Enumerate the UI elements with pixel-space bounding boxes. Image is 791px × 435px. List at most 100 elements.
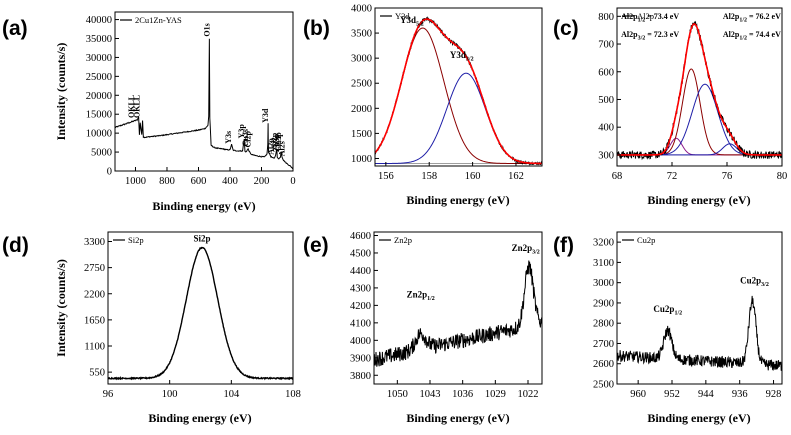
x-tick-label: 928	[766, 389, 782, 400]
x-tick-label: 1000	[125, 176, 146, 187]
y-tick-label: 300	[598, 150, 614, 161]
plot-frame	[374, 7, 543, 167]
plot-frame	[616, 7, 783, 167]
legend: Zn2p	[379, 235, 412, 245]
peak-annotation: OKLL	[127, 95, 136, 118]
peak-annotation: Si2p	[270, 132, 279, 148]
panel-label: (b)	[303, 17, 330, 40]
y-axis-label: Intensity (counts/s)	[54, 43, 68, 141]
y-tick-label: 500	[598, 95, 614, 106]
y-tick-label: 4100	[350, 318, 371, 329]
peak-annotation: Cu2p3/2	[740, 276, 769, 289]
y-tick-label: 4600	[350, 231, 371, 242]
plot-area	[617, 20, 782, 161]
x-tick-label: 936	[732, 389, 748, 400]
x-tick-label: 108	[285, 389, 301, 400]
y-tick-label: 4000	[350, 336, 371, 347]
legend-label: Si2p	[128, 235, 144, 245]
x-tick-label: 960	[630, 389, 646, 400]
y-tick-label: 4000	[351, 4, 372, 15]
y-tick-label: 2750	[84, 263, 105, 274]
y-tick-label: 0	[107, 167, 112, 178]
legend: Y3d	[380, 11, 410, 21]
panel-label: (f)	[553, 234, 574, 257]
y-tick-label: 3000	[593, 278, 614, 289]
x-axis-label: Binding energy (eV)	[647, 411, 750, 425]
panel-f: (f) 960 952 944 936 928 2500 2600 2700 2800 2900 30…	[553, 231, 783, 425]
peak-annotation: Si2p	[194, 234, 211, 244]
measured-spectrum-line	[617, 295, 782, 371]
legend: Si2p	[113, 235, 144, 245]
peak-annotation: Y3d	[261, 108, 270, 123]
legend-label: Al2p	[637, 11, 654, 21]
x-tick-label: 952	[664, 389, 680, 400]
panel-d: (d) 96 100 104 108 550 1100 1650 2200 2750 3300 Bin…	[2, 231, 301, 425]
x-tick-label: 1036	[452, 389, 473, 400]
y-tick-label: 3800	[350, 371, 371, 382]
legend: Al2p	[622, 11, 654, 21]
y-tick-label: 2600	[593, 359, 614, 370]
y-tick-label: 15000	[86, 110, 112, 121]
plot-frame	[107, 231, 294, 385]
x-tick-label: 944	[698, 389, 715, 400]
peak-annotation: OKLL	[132, 95, 141, 118]
legend-label: 2Cu1Zn-YAS	[135, 15, 182, 25]
peak-annotation: O1s	[202, 23, 211, 36]
plot-area	[108, 246, 293, 381]
plot-area	[374, 260, 542, 367]
x-tick-label: 68	[612, 171, 623, 182]
y-tick-label: 2200	[84, 289, 105, 300]
y-tick-label: 2500	[593, 380, 614, 391]
peak-annotation: Cu3s	[241, 129, 250, 146]
x-tick-label: 76	[722, 171, 733, 182]
x-axis-label: Binding energy (eV)	[406, 193, 509, 207]
y-tick-label: 4200	[350, 301, 371, 312]
envelope-fit-line	[617, 23, 782, 156]
y-tick-label: 10000	[86, 129, 112, 140]
peak-annotation: Zn2p3/2	[512, 243, 540, 256]
legend-label: Zn2p	[394, 235, 412, 245]
plot-frame	[616, 231, 783, 385]
x-tick-label: 96	[103, 389, 114, 400]
y-tick-label: 3500	[351, 29, 372, 40]
y-tick-label: 3300	[84, 237, 105, 248]
measured-spectrum-line	[374, 260, 542, 367]
peak-annotation: Y3d5/2	[400, 15, 424, 28]
y-tick-label: 800	[598, 12, 614, 23]
legend: Cu2p	[622, 235, 655, 245]
panel-label: (c)	[553, 17, 579, 40]
peak-annotation: Zn2p1/2	[407, 290, 435, 303]
y-tick-label: 2500	[351, 79, 372, 90]
x-axis-label: Binding energy (eV)	[647, 193, 750, 207]
y-tick-label: 20000	[86, 91, 112, 102]
peak-annotation: Al2p1/2 = 74.4 eV	[723, 30, 781, 42]
y-tick-label: 25000	[86, 72, 112, 83]
peak-annotation: Cl2p	[243, 131, 252, 148]
y-tick-label: 1500	[351, 129, 372, 140]
plot-frame	[373, 231, 543, 385]
peak-annotation: Y3d3/2	[450, 50, 474, 63]
x-tick-label: 800	[159, 176, 175, 187]
legend-label: Y3d	[395, 11, 410, 21]
y-tick-label: 30000	[86, 53, 112, 64]
y-tick-label: 1100	[84, 342, 105, 353]
y-tick-label: 550	[89, 368, 105, 379]
x-tick-label: 0	[290, 176, 295, 187]
x-tick-label: 160	[465, 171, 481, 182]
panel-b: (b) 156 158 160 162 1000 1500 2000 2500 3000 3500 4…	[303, 4, 543, 207]
y-tick-label: 3200	[593, 238, 614, 249]
panel-c: (c) 68 72 76 80 300 400 500 600 700 800 Binding ene…	[553, 7, 788, 207]
x-tick-label: 1050	[387, 389, 408, 400]
y-tick-label: 2000	[351, 104, 372, 115]
peak-annotation: Cu2p1/2	[653, 304, 682, 317]
y-tick-label: 2800	[593, 319, 614, 330]
x-tick-label: 600	[191, 176, 207, 187]
x-tick-label: 72	[667, 171, 678, 182]
x-tick-label: 80	[777, 171, 788, 182]
x-axis-label: Binding energy (eV)	[148, 411, 251, 425]
y-tick-label: 700	[598, 40, 614, 51]
y-tick-label: 3900	[350, 353, 371, 364]
peak-annotation: Y3s	[224, 131, 233, 144]
fit-component-2	[617, 68, 782, 156]
